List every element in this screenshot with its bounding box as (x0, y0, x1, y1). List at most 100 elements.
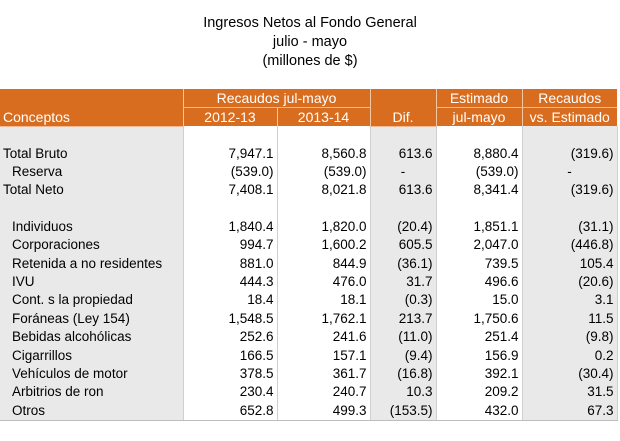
cell-est: 1,851.1 (435, 217, 522, 237)
row-label: Reserva (0, 162, 183, 182)
cell-y2: 1,820.0 (276, 217, 370, 237)
table-row: Total Neto 7,408.1 8,021.8 613.6 8,341.4 (319… (0, 181, 618, 200)
cell-dif: (0.3) (369, 291, 436, 310)
cell-y2: 476.0 (276, 272, 370, 292)
header-estimado-line2: jul-mayo (435, 107, 522, 126)
cell-y1: 378.5 (182, 364, 277, 384)
header-recaudos-group: Recaudos jul-mayo (182, 89, 370, 108)
header-recaudos-line1: Recaudos (521, 89, 617, 108)
cell-dif: 213.7 (369, 309, 436, 329)
table-row: Retenida a no residentes 881.0 844.9 (36.1)… (0, 254, 618, 273)
table-row: Bebidas alcohólicas 252.6 241.6 (11.0) 251.4… (0, 328, 618, 347)
cell-y2: (539.0) (276, 162, 370, 182)
title-line-1: Ingresos Netos al Fondo General (203, 15, 417, 31)
cell-vs: 31.5 (521, 383, 618, 402)
row-label: Individuos (0, 217, 183, 237)
cell-dif: (153.5) (369, 401, 436, 421)
header-conceptos: Conceptos (0, 89, 183, 127)
revenue-table: Conceptos Recaudos jul-mayo Dif. Estimad… (0, 89, 618, 421)
table-header: Conceptos Recaudos jul-mayo Dif. Estimad… (0, 89, 617, 127)
cell-est: 496.6 (435, 272, 522, 292)
table-row: Cont. s la propiedad 18.4 18.1 (0.3) 15.0 3.1 (0, 291, 618, 310)
cell-y2: 240.7 (276, 383, 370, 402)
table-row: Arbitrios de ron 230.4 240.7 10.3 209.2 31.5 (0, 383, 618, 402)
cell-est: 15.0 (435, 291, 522, 310)
table-row: Corporaciones 994.7 1,600.2 605.5 2,047.0 (44… (0, 236, 618, 255)
row-label: Total Bruto (0, 144, 183, 163)
cell-dif: (16.8) (369, 364, 436, 384)
cell-vs: 105.4 (521, 254, 618, 273)
cell-vs: (30.4) (521, 364, 618, 384)
cell-y2: 499.3 (276, 401, 370, 421)
cell-est: 2,047.0 (435, 236, 522, 255)
table-row: Total Bruto 7,947.1 8,560.8 613.6 8,880.4 (31… (0, 144, 618, 163)
cell-y1: 994.7 (182, 236, 277, 255)
header-recaudos-line2: vs. Estimado (521, 107, 617, 126)
title-line-3: (millones de $) (262, 53, 358, 69)
cell-dif: - (369, 162, 436, 182)
cell-est: 392.1 (435, 364, 522, 384)
cell-est: 156.9 (435, 346, 522, 365)
table-row: Foráneas (Ley 154) 1,548.5 1,762.1 213.7 1,7… (0, 309, 618, 329)
table-row: Cigarrillos 166.5 157.1 (9.4) 156.9 0.2 (0, 346, 618, 365)
cell-vs: 67.3 (521, 401, 618, 421)
cell-est: 8,880.4 (435, 144, 522, 163)
cell-y2: 361.7 (276, 364, 370, 384)
cell-est: 209.2 (435, 383, 522, 402)
cell-dif: 613.6 (369, 181, 436, 200)
cell-y1: 1,548.5 (182, 309, 277, 329)
row-label: Bebidas alcohólicas (0, 328, 183, 347)
table-row: Otros 652.8 499.3 (153.5) 432.0 67.3 (0, 401, 618, 421)
title-line-2: julio - mayo (272, 34, 348, 50)
cell-y2: 8,560.8 (276, 144, 370, 163)
cell-est: 251.4 (435, 328, 522, 347)
cell-y2: 1,600.2 (276, 236, 370, 255)
header-year-2: 2013-14 (276, 107, 370, 126)
header-dif: Dif. (369, 89, 436, 127)
cell-y2: 157.1 (276, 346, 370, 365)
cell-dif: (36.1) (369, 254, 436, 273)
row-label: IVU (0, 272, 183, 292)
cell-y1: 230.4 (182, 383, 277, 402)
cell-dif: 31.7 (369, 272, 436, 292)
cell-vs: - (521, 162, 618, 182)
table-body: Total Bruto 7,947.1 8,560.8 613.6 8,880.4 (31… (0, 126, 618, 421)
cell-y2: 1,762.1 (276, 309, 370, 329)
cell-dif: 10.3 (369, 383, 436, 402)
cell-y1: 18.4 (182, 291, 277, 310)
cell-vs: (319.6) (521, 144, 618, 163)
cell-vs: 3.1 (521, 291, 618, 310)
cell-vs: (319.6) (521, 181, 618, 200)
cell-vs: (31.1) (521, 217, 618, 237)
cell-dif: 613.6 (369, 144, 436, 163)
header-year-1: 2012-13 (182, 107, 277, 126)
cell-dif: (9.4) (369, 346, 436, 365)
row-label: Retenida a no residentes (0, 254, 183, 273)
row-label: Corporaciones (0, 236, 183, 255)
row-label: Foráneas (Ley 154) (0, 309, 183, 329)
cell-y1: 1,840.4 (182, 217, 277, 237)
cell-vs: (20.6) (521, 272, 618, 292)
cell-vs: 0.2 (521, 346, 618, 365)
cell-est: 8,341.4 (435, 181, 522, 200)
cell-est: 432.0 (435, 401, 522, 421)
cell-y1: 881.0 (182, 254, 277, 273)
cell-est: 1,750.6 (435, 309, 522, 329)
row-label: Otros (0, 401, 183, 421)
cell-dif: (11.0) (369, 328, 436, 347)
cell-y1: 7,408.1 (182, 181, 277, 200)
row-label: Arbitrios de ron (0, 383, 183, 402)
cell-y1: 166.5 (182, 346, 277, 365)
cell-y1: 444.3 (182, 272, 277, 292)
table-row: IVU 444.3 476.0 31.7 496.6 (20.6) (0, 272, 618, 292)
row-label: Cont. s la propiedad (0, 291, 183, 310)
row-label: Total Neto (0, 181, 183, 200)
table-row: Vehículos de motor 378.5 361.7 (16.8) 392.1(… (0, 364, 618, 384)
cell-dif: 605.5 (369, 236, 436, 255)
row-label: Cigarrillos (0, 346, 183, 365)
cell-y2: 18.1 (276, 291, 370, 310)
cell-vs: (9.8) (521, 328, 618, 347)
cell-vs: 11.5 (521, 309, 618, 329)
cell-y1: 252.6 (182, 328, 277, 347)
cell-vs: (446.8) (521, 236, 618, 255)
